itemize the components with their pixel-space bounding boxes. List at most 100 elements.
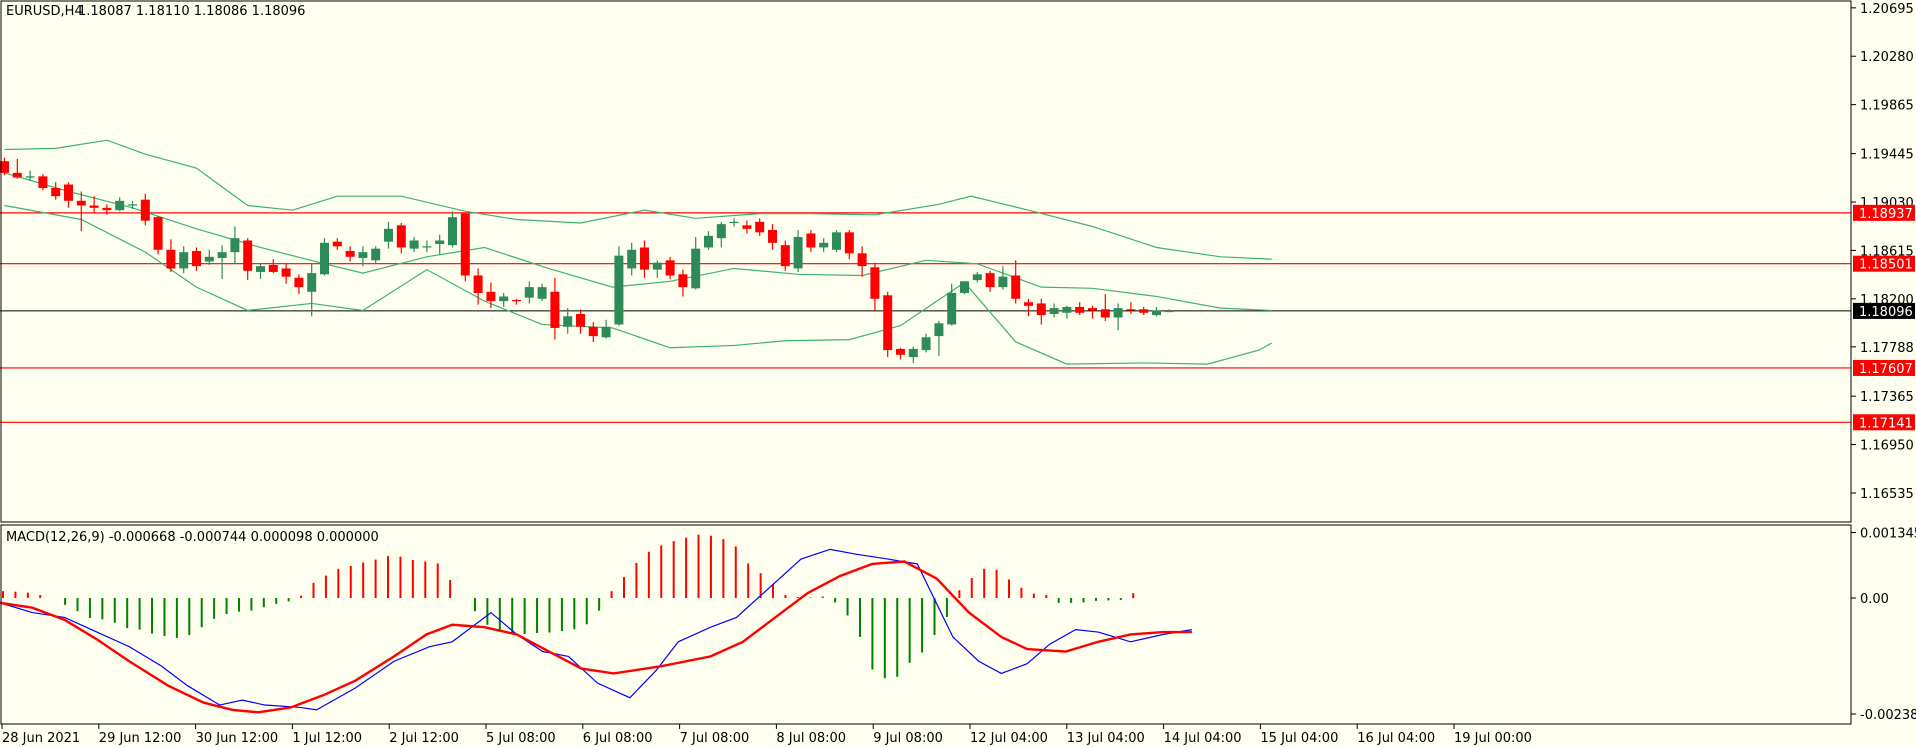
candle-bear	[1024, 302, 1033, 306]
time-tick-label: 15 Jul 04:00	[1260, 731, 1338, 746]
macd-pane[interactable]: 0.001345 0.00 -0.002385 MACD(12,26,9) -0.0…	[0, 527, 1916, 723]
candle-bull	[960, 281, 969, 293]
bollinger-middle	[4, 172, 1272, 312]
candle-bull	[1049, 308, 1059, 314]
candle-bull	[358, 252, 368, 258]
macd-main-line	[0, 548, 1192, 711]
price-tick-label: 1.19445	[1860, 148, 1914, 163]
price-tick-label: 1.19865	[1860, 99, 1914, 114]
bollinger-lower	[4, 204, 1272, 365]
candle-bull	[934, 323, 944, 337]
candle-bear	[896, 348, 905, 355]
time-tick-label: 16 Jul 04:00	[1357, 731, 1435, 746]
macd-tick-label: -0.002385	[1860, 708, 1916, 723]
candle-bear	[985, 273, 995, 288]
time-tick-label: 2 Jul 12:00	[389, 731, 459, 746]
price-tick-label: 1.17788	[1860, 341, 1914, 356]
time-tick-label: 19 Jul 00:00	[1454, 731, 1532, 746]
candle-bull	[371, 248, 381, 261]
candle-bull	[320, 242, 329, 275]
level-tag-text: 1.17141	[1859, 416, 1913, 431]
candle-bear	[332, 241, 342, 247]
candle-bear	[473, 275, 483, 293]
candle-bull	[179, 252, 189, 269]
bollinger-bands	[4, 139, 1272, 365]
candle-bear	[665, 260, 675, 276]
candle-bull	[652, 262, 662, 270]
candle-bear	[12, 172, 22, 178]
candle-bull	[1164, 310, 1174, 313]
time-tick-label: 1 Jul 12:00	[292, 731, 362, 746]
candle-bull	[819, 242, 829, 248]
level-price-tag: 1.17141	[1853, 414, 1915, 431]
candle-bear	[76, 200, 86, 206]
time-tick-label: 8 Jul 08:00	[776, 731, 846, 746]
level-tag-bg	[1853, 204, 1915, 221]
candle-bull	[537, 287, 547, 299]
candle-bear	[192, 250, 201, 267]
macd-histogram	[2, 534, 1135, 679]
macd-lines	[0, 548, 1192, 714]
price-tick-label: 1.16535	[1860, 487, 1914, 502]
candle-bull	[729, 221, 739, 224]
time-tick-label: 5 Jul 08:00	[486, 731, 556, 746]
level-price-tag: 1.17607	[1853, 359, 1915, 377]
candle-bear	[294, 277, 304, 288]
candle-bear	[460, 213, 470, 276]
time-tick-label: 12 Jul 04:00	[970, 731, 1048, 746]
candlesticks	[0, 157, 1174, 363]
candle-bull	[499, 296, 509, 302]
price-pane-frame	[0, 0, 1852, 523]
horizontal-levels	[0, 212, 1851, 423]
candle-bear	[268, 264, 278, 272]
time-axis: 28 Jun 2021 29 Jun 12:00 30 Jun 12:00 1 Jul…	[1, 724, 1532, 746]
level-price-tag: 1.18501	[1853, 255, 1915, 273]
price-tick-label: 1.20695	[1860, 2, 1914, 17]
candle-bull	[409, 240, 419, 249]
candle-bear	[550, 291, 560, 328]
time-tick-label: 13 Jul 04:00	[1067, 731, 1145, 746]
candle-bull	[1062, 306, 1072, 313]
candle-bear	[345, 250, 355, 257]
candle-bear	[1126, 309, 1136, 311]
candle-bear	[1088, 308, 1097, 311]
candle-bull	[128, 204, 137, 206]
candle-bear	[281, 268, 291, 277]
candle-bull	[793, 236, 803, 269]
candle-bull	[691, 248, 701, 289]
macd-axis: 0.001345 0.00 -0.002385	[1851, 527, 1916, 723]
level-tag-bg	[1853, 359, 1915, 376]
time-tick-label: 9 Jul 08:00	[873, 731, 943, 746]
candle-bear	[844, 232, 854, 254]
price-tick-label: 1.20280	[1860, 50, 1914, 65]
level-tag-bg	[1853, 255, 1915, 272]
candle-bear	[64, 184, 73, 201]
candle-bear	[486, 291, 496, 302]
current-tag-text: 1.18096	[1859, 305, 1913, 320]
symbol-label: EURUSD,H4	[6, 4, 83, 19]
candle-bear	[576, 313, 585, 327]
level-price-tag: 1.18937	[1853, 204, 1915, 222]
candle-bull	[947, 292, 957, 325]
candle-bear	[38, 176, 48, 189]
time-tick-label: 30 Jun 12:00	[196, 731, 279, 746]
price-pane[interactable]: 1.206951.202801.198651.194451.190301.186…	[0, 2, 1915, 502]
candle-bull	[307, 273, 317, 292]
candle-bear	[140, 199, 150, 221]
candle-bull	[1152, 310, 1161, 316]
candle-bull	[716, 224, 726, 239]
macd-tick-label: 0.001345	[1860, 527, 1916, 542]
candle-bear	[870, 267, 880, 299]
candle-bear	[678, 274, 688, 288]
candle-bull	[524, 287, 534, 298]
candle-bear	[512, 299, 521, 302]
candle-bear	[396, 225, 406, 248]
candle-bear	[857, 253, 867, 267]
candle-bear	[1036, 303, 1046, 316]
level-tag-text: 1.18501	[1859, 258, 1913, 273]
time-tick-label: 7 Jul 08:00	[680, 731, 750, 746]
candle-bear	[768, 229, 777, 243]
time-tick-label: 14 Jul 04:00	[1164, 731, 1242, 746]
candle-bull	[230, 238, 240, 253]
